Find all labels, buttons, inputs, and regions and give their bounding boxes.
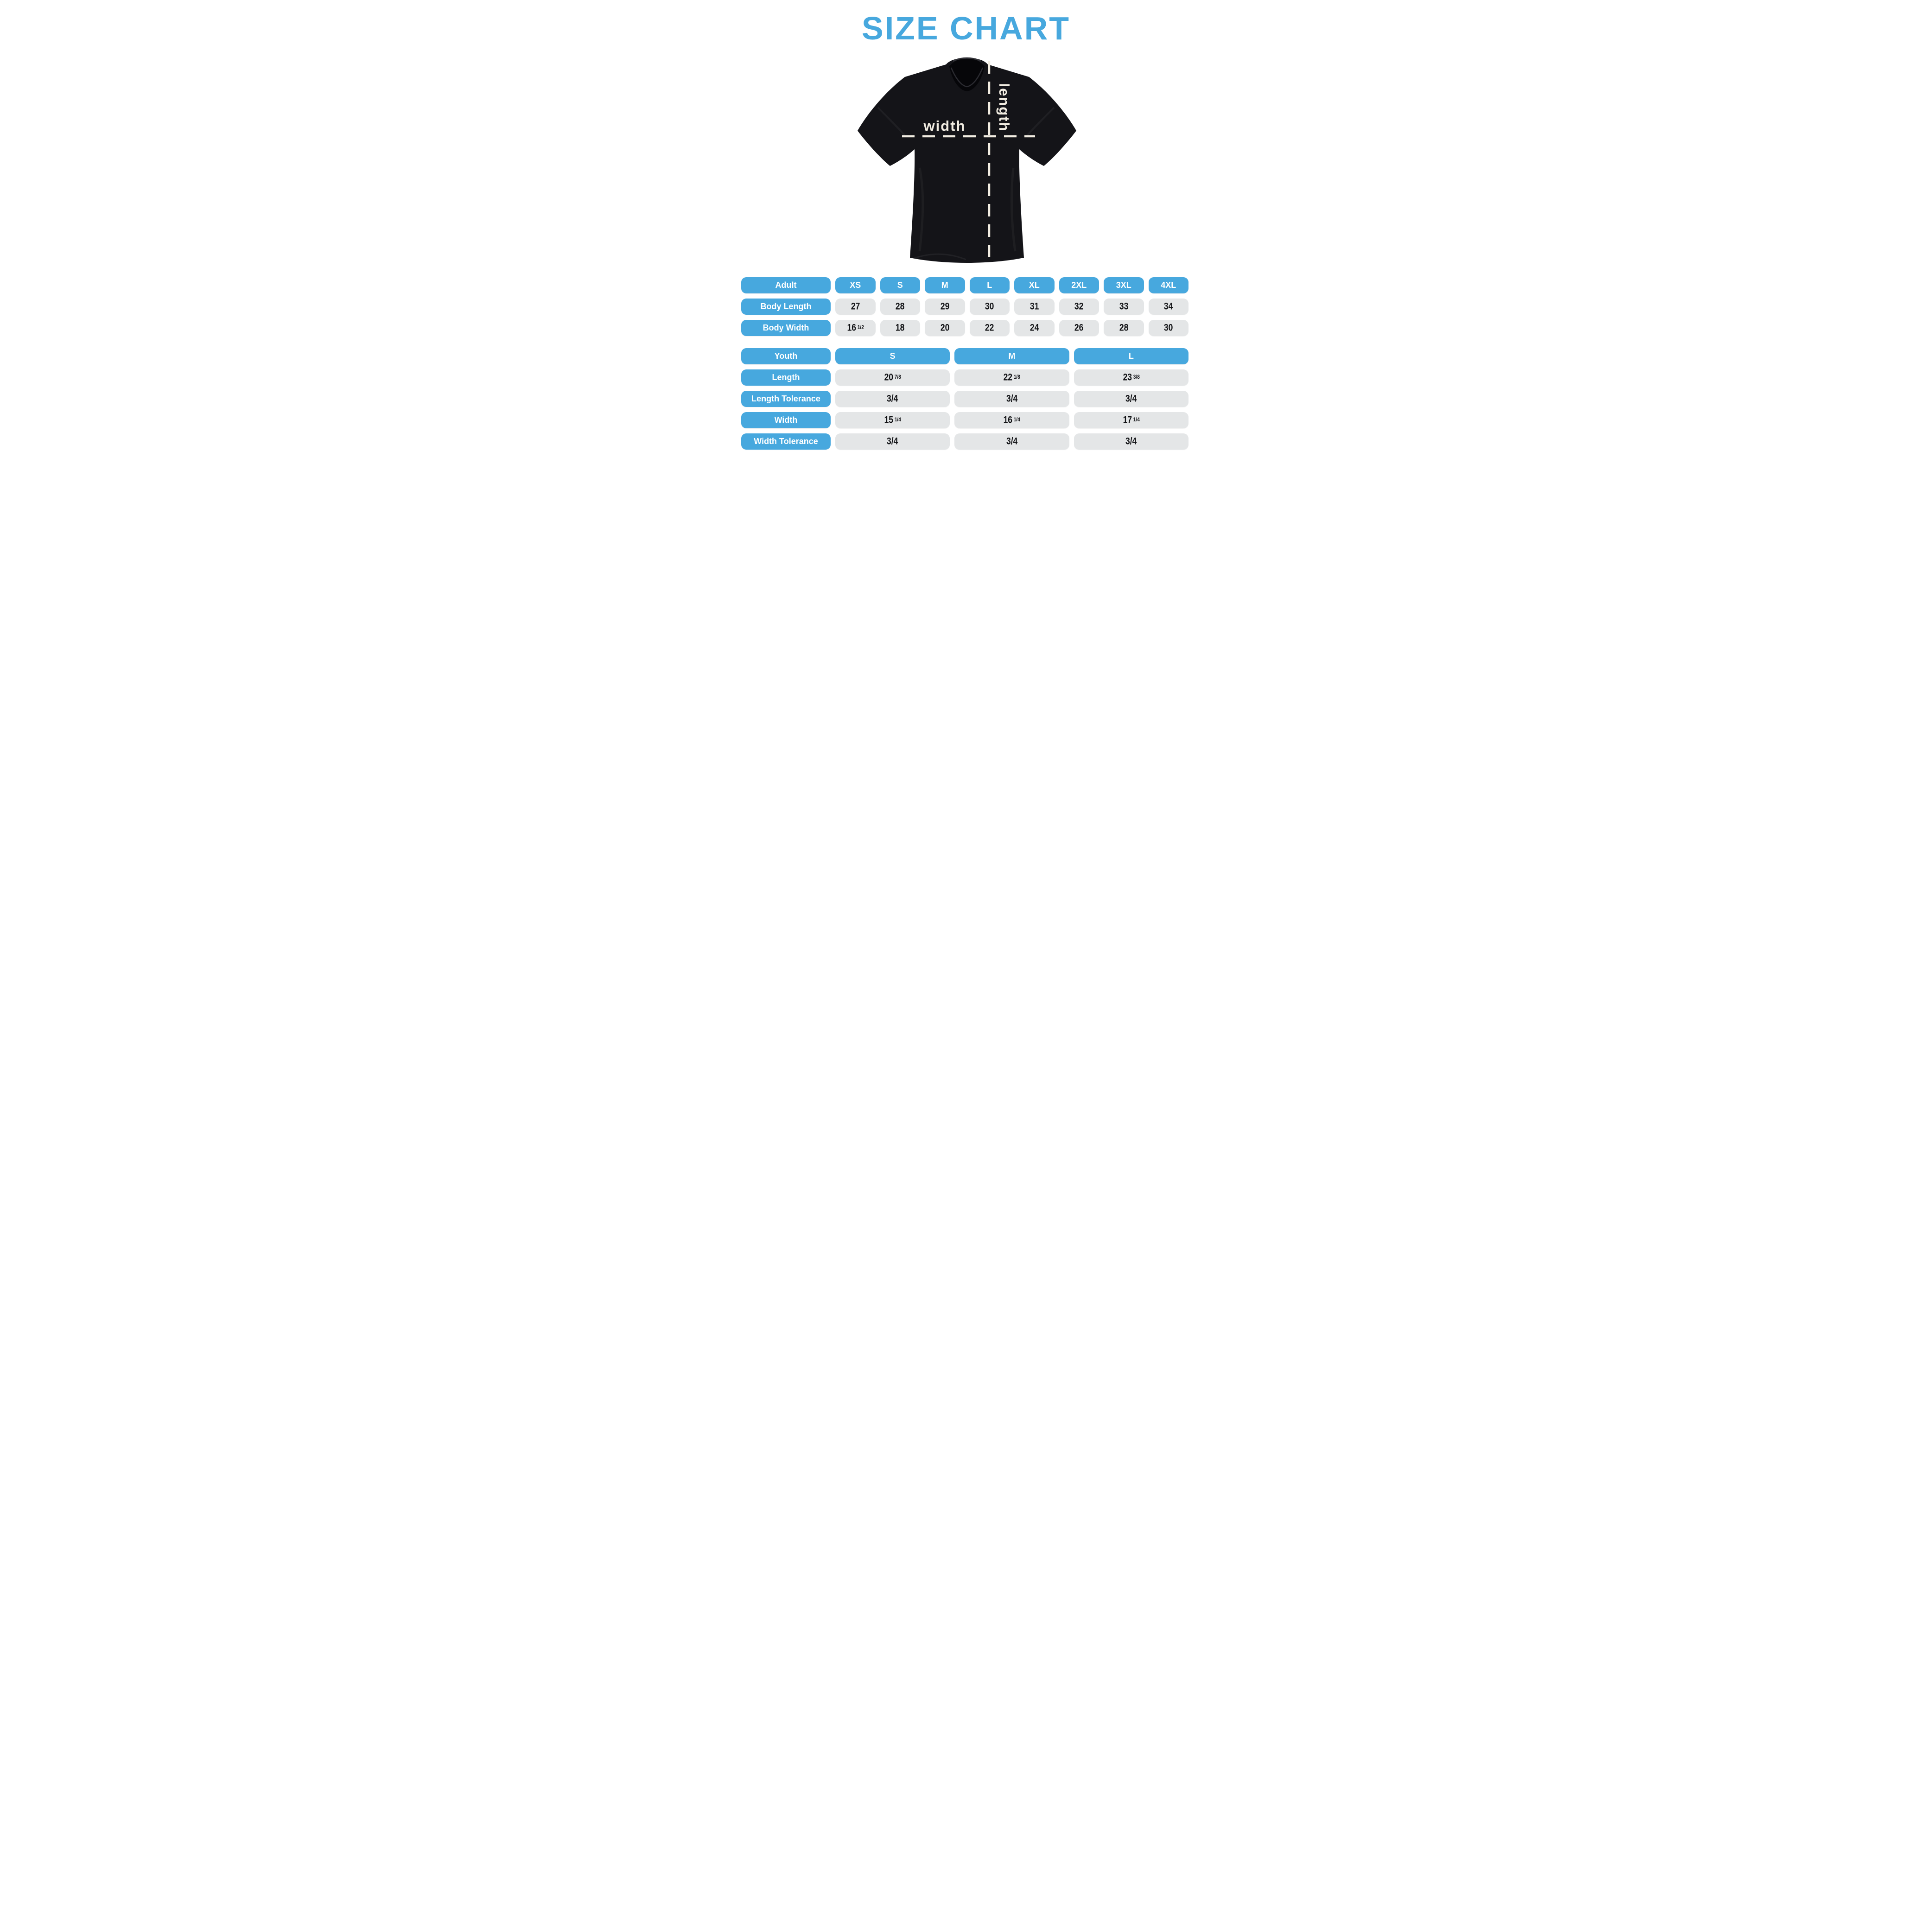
adult-value-cell: 20	[925, 320, 965, 336]
adult-size-header: XS	[835, 277, 876, 293]
tshirt-svg: width length	[858, 57, 1076, 265]
youth-value-cell: 3/4	[954, 433, 1069, 450]
tshirt-graphic	[858, 57, 1076, 263]
adult-value-cell: 18	[880, 320, 920, 336]
youth-value-cell: 20 7/8	[835, 369, 950, 386]
adult-value-cell: 27	[835, 299, 876, 315]
adult-value-cell: 34	[1148, 299, 1188, 315]
youth-value-cell: 22 1/8	[954, 369, 1069, 386]
measurement-lines: width length	[902, 61, 1035, 265]
youth-row-label: Length Tolerance	[741, 391, 831, 407]
width-label: width	[923, 118, 966, 134]
adult-value-cell: 31	[1014, 299, 1055, 315]
adult-row-label: Body Length	[741, 299, 831, 315]
youth-row-label: Length	[741, 369, 831, 386]
youth-value-cell: 17 1/4	[1074, 412, 1188, 428]
adult-size-header: 4XL	[1148, 277, 1188, 293]
adult-size-header: 3XL	[1104, 277, 1144, 293]
youth-value-cell: 3/4	[835, 391, 950, 407]
adult-value-cell: 29	[925, 299, 965, 315]
adult-value-cell: 30	[969, 299, 1010, 315]
youth-value-cell: 16 1/4	[954, 412, 1069, 428]
youth-value-cell: 15 1/4	[835, 412, 950, 428]
size-chart-page: SIZE CHART width le	[724, 0, 1208, 483]
adult-value-cell: 32	[1059, 299, 1099, 315]
adult-value-cell: 33	[1104, 299, 1144, 315]
youth-value-cell: 3/4	[954, 391, 1069, 407]
adult-value-cell: 22	[969, 320, 1010, 336]
tshirt-diagram: width length	[850, 52, 1082, 270]
youth-value-cell: 3/4	[835, 433, 950, 450]
youth-row-label: Width	[741, 412, 831, 428]
youth-size-table: Youth S M L Length 20 7/8 22 1/8 23 3/8 Length Tole…	[741, 348, 1188, 450]
page-title: SIZE CHART	[862, 10, 1070, 46]
adult-size-header: S	[880, 277, 920, 293]
adult-size-header: M	[925, 277, 965, 293]
youth-size-header: L	[1074, 348, 1188, 364]
adult-size-table: Adult XS S M L XL 2XL 3XL 4XL Body Length 27 28 29 30…	[741, 277, 1188, 336]
adult-size-header: L	[969, 277, 1010, 293]
adult-size-header: XL	[1014, 277, 1055, 293]
length-label: length	[996, 83, 1012, 132]
youth-size-header: S	[835, 348, 950, 364]
adult-value-cell: 16 1/2	[835, 320, 876, 336]
youth-value-cell: 3/4	[1074, 433, 1188, 450]
youth-size-header: M	[954, 348, 1069, 364]
youth-value-cell: 23 3/8	[1074, 369, 1188, 386]
adult-size-header: 2XL	[1059, 277, 1099, 293]
youth-table-title: Youth	[741, 348, 831, 364]
adult-table-title: Adult	[741, 277, 831, 293]
adult-row-label: Body Width	[741, 320, 831, 336]
youth-value-cell: 3/4	[1074, 391, 1188, 407]
adult-value-cell: 28	[880, 299, 920, 315]
adult-value-cell: 26	[1059, 320, 1099, 336]
adult-value-cell: 30	[1148, 320, 1188, 336]
adult-value-cell: 28	[1104, 320, 1144, 336]
adult-value-cell: 24	[1014, 320, 1055, 336]
youth-row-label: Width Tolerance	[741, 433, 831, 450]
